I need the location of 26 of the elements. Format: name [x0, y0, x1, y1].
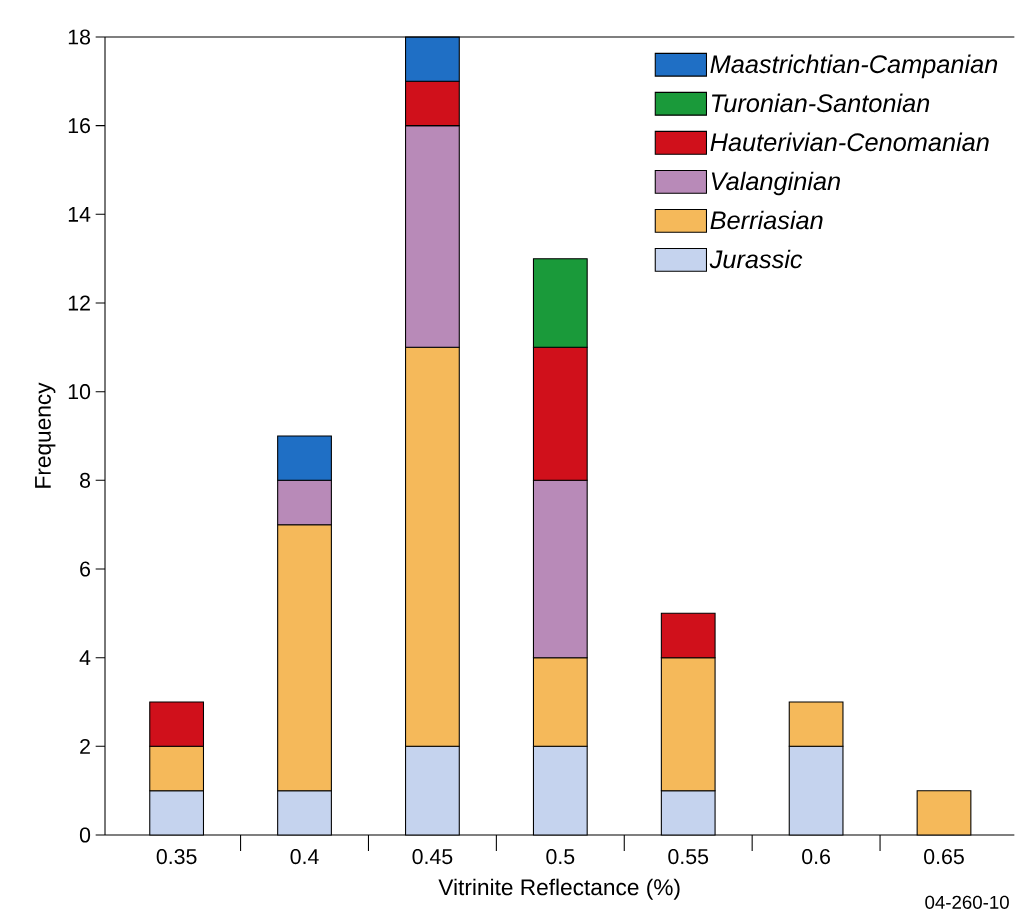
x-tick-label: 0.5 — [546, 849, 575, 865]
x-tick-label: 0.6 — [802, 849, 830, 865]
legend-label: Berriasian — [710, 210, 823, 230]
y-tick-label: 4 — [79, 650, 91, 665]
x-tick-label: 0.35 — [156, 849, 197, 865]
y-tick-label: 2 — [80, 738, 90, 754]
text: 04-260-10 — [925, 895, 1009, 909]
legend-label: Jurassic — [709, 249, 803, 269]
y-tick-label: 6 — [80, 561, 91, 577]
legend-label: Maastrichtian-Campanian — [710, 54, 998, 79]
x-tick-label: 0.4 — [290, 849, 319, 865]
y-tick-label: 10 — [68, 384, 91, 400]
legend-label: Hauterivian-Cenomanian — [710, 132, 989, 152]
x-axis-title: Vitrinite Reflectance (%) — [438, 878, 680, 900]
y-tick-label: 14 — [68, 206, 91, 222]
y-axis-title: Frequency — [35, 382, 56, 488]
y-tick-label: 8 — [80, 472, 91, 488]
y-tick-label: 18 — [68, 29, 91, 45]
y-tick-label: 16 — [68, 118, 91, 134]
y-tick-label: 12 — [68, 295, 90, 311]
y-tick-label: 0 — [79, 827, 91, 843]
x-tick-label: 0.45 — [412, 849, 453, 865]
x-tick-label: 0.55 — [668, 849, 709, 865]
x-tick-label: 0.65 — [924, 849, 964, 865]
legend-label: Turonian-Santonian — [711, 93, 930, 113]
legend-label: Valanginian — [711, 171, 840, 196]
